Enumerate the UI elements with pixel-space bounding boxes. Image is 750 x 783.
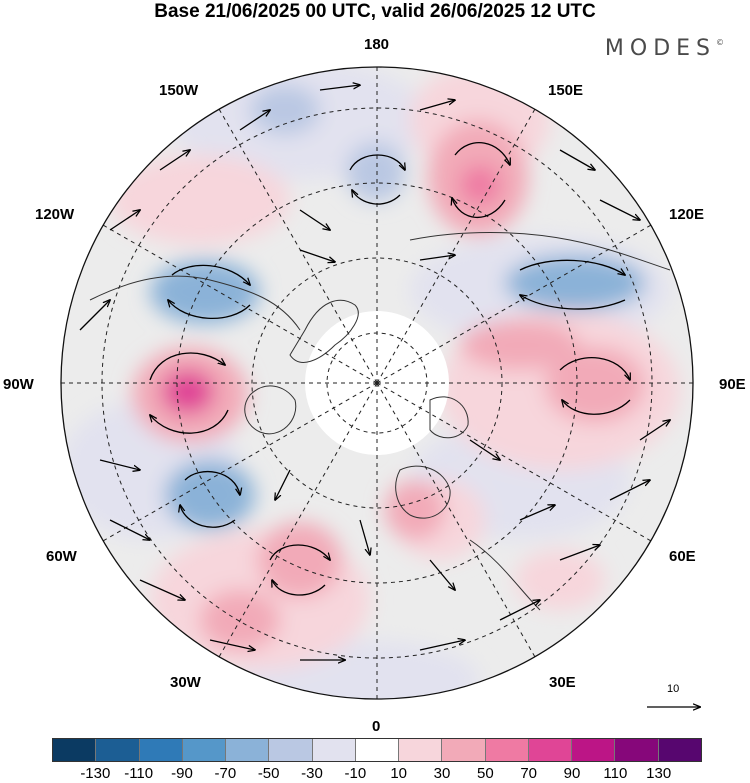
colorbar-tick-label: -90 xyxy=(171,765,193,782)
map-border xyxy=(60,66,694,700)
colorbar-bin xyxy=(442,739,486,761)
map-title: Base 21/06/2025 00 UTC, valid 26/06/2025… xyxy=(154,1,596,22)
colorbar xyxy=(52,738,702,762)
colorbar-ticks: -130 -110 -90 -70 -50 -30 -10 10 30 50 70 90 110 130 xyxy=(52,765,702,783)
colorbar-bin xyxy=(399,739,443,761)
lon-label-180: 180 xyxy=(364,36,390,53)
colorbar-bin xyxy=(312,739,356,761)
anomaly-low-110e xyxy=(505,255,645,311)
colorbar-bin xyxy=(269,739,313,761)
colorbar-bin xyxy=(53,739,97,761)
anomaly-low-60w xyxy=(165,460,255,530)
colorbar-bin xyxy=(355,739,400,761)
colorbar-tick-label: -110 xyxy=(124,765,154,782)
anomaly-low-165w xyxy=(250,85,320,135)
anomaly-low-180 xyxy=(346,142,406,202)
lon-label-150e: 150E xyxy=(548,82,584,99)
colorbar-bin xyxy=(139,739,183,761)
colorbar-tick-label: -30 xyxy=(301,765,323,782)
reference-vector-label: 10 xyxy=(667,683,680,695)
anomaly-high-45w xyxy=(258,522,342,598)
wind-vectors xyxy=(79,85,670,660)
lon-label-30e: 30E xyxy=(549,674,576,691)
colorbar-bin xyxy=(96,739,140,761)
lon-label-0: 0 xyxy=(372,718,381,735)
anomaly-core-90w xyxy=(162,370,214,414)
colorbar-tick-label: -70 xyxy=(214,765,237,782)
brand-text: MODES xyxy=(604,36,716,61)
brand-mark: © xyxy=(716,38,724,47)
colorbar-tick-label: -130 xyxy=(80,765,111,782)
modes-logo: MODES© xyxy=(605,36,724,61)
colorbar-bin xyxy=(615,739,659,761)
colorbar-bin xyxy=(528,739,573,761)
colorbar-tick-label: 10 xyxy=(390,765,407,782)
colorbar-bin xyxy=(658,739,701,761)
colorbar-tick-label: -10 xyxy=(344,765,367,782)
lon-label-120e: 120E xyxy=(669,206,705,223)
colorbar-tick-label: 110 xyxy=(603,765,628,782)
anomaly-low-120w xyxy=(150,260,260,324)
colorbar-bin xyxy=(485,739,529,761)
lon-label-150w: 150W xyxy=(159,82,199,99)
lon-label-60e: 60E xyxy=(669,548,696,565)
colorbar-tick-label: 90 xyxy=(563,765,581,782)
anomaly-core-150e xyxy=(460,165,500,205)
lon-label-120w: 120W xyxy=(35,206,75,223)
colorbar-tick-label: -50 xyxy=(257,765,280,782)
colorbar-tick-label: 130 xyxy=(646,765,672,782)
anomaly-shading xyxy=(61,67,680,699)
colorbar-bin xyxy=(226,739,270,761)
colorbar-bin xyxy=(182,739,227,761)
lon-label-60w: 60W xyxy=(46,548,77,565)
lon-label-90e: 90E xyxy=(719,376,746,393)
colorbar-tick-label: 70 xyxy=(520,765,537,782)
colorbar-tick-label: 50 xyxy=(476,765,494,782)
colorbar-bin xyxy=(572,739,616,761)
colorbar-tick-label: 30 xyxy=(433,765,451,782)
lon-label-90w: 90W xyxy=(3,376,34,393)
lon-label-30w: 30W xyxy=(170,674,201,691)
